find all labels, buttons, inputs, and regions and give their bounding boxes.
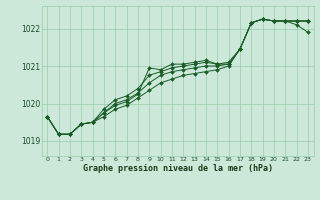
X-axis label: Graphe pression niveau de la mer (hPa): Graphe pression niveau de la mer (hPa) bbox=[83, 164, 273, 173]
